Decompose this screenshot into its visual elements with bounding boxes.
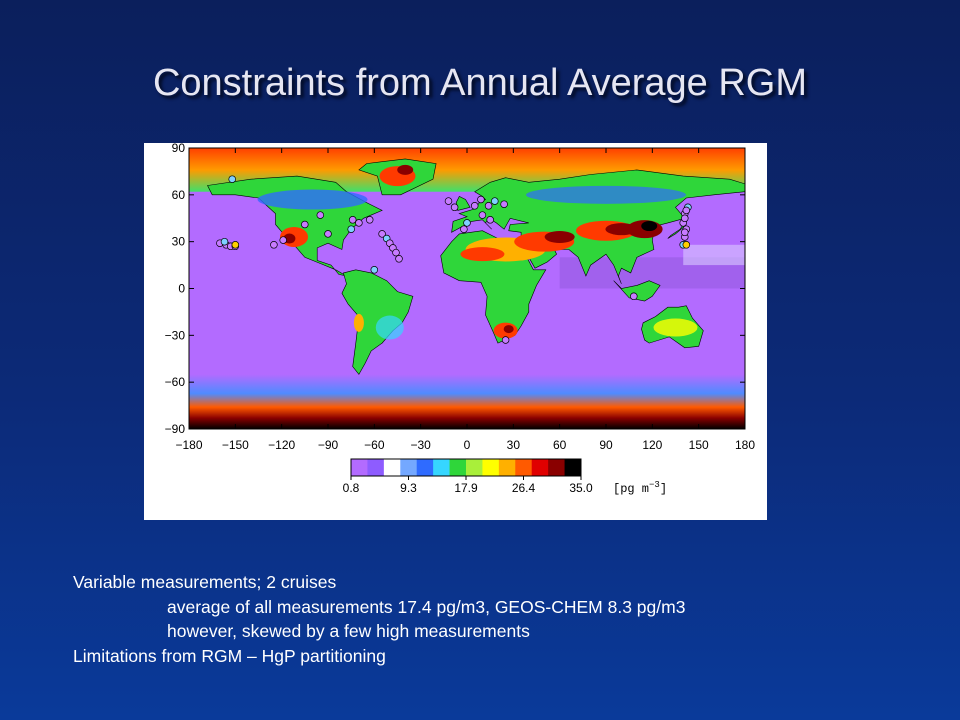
colorbar-swatch	[367, 459, 385, 476]
bullet-3: however, skewed by a few high measuremen…	[167, 621, 530, 641]
colorbar-swatch	[564, 459, 582, 476]
colorbar-swatch	[383, 459, 401, 476]
colorbar-unit: [pg m−3]	[613, 480, 667, 496]
band-south-atlantic	[375, 315, 404, 340]
lat-tick-label: −60	[165, 375, 186, 389]
colorbar-swatch	[433, 459, 451, 476]
measurement-site	[486, 216, 494, 224]
hotspot-andes	[353, 313, 364, 332]
slide-title: Constraints from Annual Average RGM	[152, 62, 808, 104]
bullet-1: Variable measurements; 2 cruises	[73, 572, 337, 592]
measurement-site	[365, 216, 374, 224]
colorbar-swatch	[416, 459, 434, 476]
measurement-site	[231, 241, 240, 249]
colorbar-swatch	[449, 459, 467, 476]
measurement-site	[491, 197, 499, 205]
band-siberia	[526, 185, 686, 204]
hotspot-sahara-core	[460, 247, 505, 262]
measurement-site	[324, 230, 332, 238]
hotspot-china-core	[641, 221, 658, 232]
colorbar-swatch	[482, 459, 500, 476]
lon-tick-label: −90	[318, 438, 339, 452]
band-canada	[257, 189, 368, 210]
measurement-site	[279, 236, 287, 244]
measurement-site	[682, 241, 691, 249]
colorbar-swatch	[400, 459, 418, 476]
colorbar-swatch	[548, 459, 566, 476]
colorbar: 0.8 9.3 17.9 26.4 35.0 [pg m−3]	[343, 458, 667, 496]
slide-body: Variable measurements; 2 cruises average…	[73, 570, 953, 668]
lon-tick-label: −30	[410, 438, 431, 452]
hotspot-australia	[653, 318, 698, 337]
antarctic-band	[189, 374, 745, 429]
measurement-site	[477, 195, 485, 204]
colorbar-swatch	[515, 459, 533, 476]
lat-tick-label: 90	[172, 143, 186, 155]
measurement-site	[681, 228, 689, 237]
measurement-site	[347, 225, 355, 233]
colorbar-tick-label: 35.0	[569, 481, 593, 495]
rgm-map: 90 60 30 0 −30 −60 −90 −180 −150 −120 −90 −60 −30 0 3…	[165, 143, 756, 496]
measurement-site	[501, 336, 510, 344]
measurement-site	[470, 202, 479, 210]
lat-tick-label: 60	[172, 188, 186, 202]
lon-tick-label: −120	[268, 438, 295, 452]
colorbar-tick-label: 9.3	[400, 481, 417, 495]
lat-tick-label: 30	[172, 235, 186, 249]
rgm-map-figure: 90 60 30 0 −30 −60 −90 −180 −150 −120 −90 −60 −30 0 3…	[144, 143, 767, 520]
measurement-site	[444, 197, 453, 205]
lon-tick-label: 180	[735, 438, 755, 452]
measurement-site	[450, 203, 459, 212]
lon-tick-label: 60	[553, 438, 567, 452]
lon-tick-label: −60	[364, 438, 385, 452]
bullet-4: Limitations from RGM – HgP partitioning	[73, 645, 386, 666]
measurement-site	[392, 248, 400, 257]
measurement-site	[478, 211, 487, 219]
measurement-site	[681, 214, 689, 223]
measurement-site	[316, 211, 325, 219]
subtropical-bright-band	[683, 244, 745, 266]
lat-axis: 90 60 30 0 −30 −60 −90	[165, 143, 745, 436]
measurement-site	[460, 225, 468, 233]
bullet-2: average of all measurements 17.4 pg/m3, …	[167, 596, 686, 617]
lon-tick-label: 30	[507, 438, 521, 452]
measurement-site	[484, 202, 493, 210]
measurement-site	[463, 219, 471, 227]
colorbar-swatch	[351, 459, 368, 476]
lat-tick-label: −90	[165, 422, 186, 436]
measurement-site	[355, 219, 363, 227]
colorbar-tick-label: 0.8	[343, 481, 360, 495]
colorbar-swatch	[498, 459, 516, 476]
measurement-site	[630, 292, 638, 301]
lon-tick-label: 90	[599, 438, 613, 452]
measurement-site	[348, 216, 357, 224]
measurement-site	[395, 255, 403, 263]
hotspot-greenland-core	[397, 164, 414, 175]
map-layer	[189, 148, 745, 429]
lon-tick-label: 120	[642, 438, 662, 452]
measurement-site	[378, 230, 386, 238]
hotspot-iran	[544, 230, 575, 243]
lon-axis: −180 −150 −120 −90 −60 −30 0 30 60 90 120 150 180	[175, 148, 755, 452]
colorbar-swatch	[531, 459, 549, 476]
measurement-site	[301, 220, 309, 229]
colorbar-tick-label: 17.9	[454, 481, 478, 495]
measurement-site	[220, 237, 229, 246]
measurement-site	[228, 175, 236, 183]
lon-tick-label: −150	[222, 438, 249, 452]
measurement-site	[682, 206, 691, 215]
hotspot-southern-africa-core	[503, 325, 514, 334]
colorbar-tick-label: 26.4	[512, 481, 536, 495]
measurement-site	[270, 241, 278, 249]
british-isles	[455, 195, 471, 211]
colorbar-swatch	[466, 459, 483, 476]
lon-tick-label: 0	[464, 438, 471, 452]
lat-tick-label: −30	[165, 328, 186, 342]
lon-tick-label: 150	[689, 438, 709, 452]
measurement-site	[370, 266, 379, 274]
measurement-site	[500, 200, 508, 208]
lon-tick-label: −180	[175, 438, 202, 452]
lat-tick-label: 0	[178, 282, 185, 296]
